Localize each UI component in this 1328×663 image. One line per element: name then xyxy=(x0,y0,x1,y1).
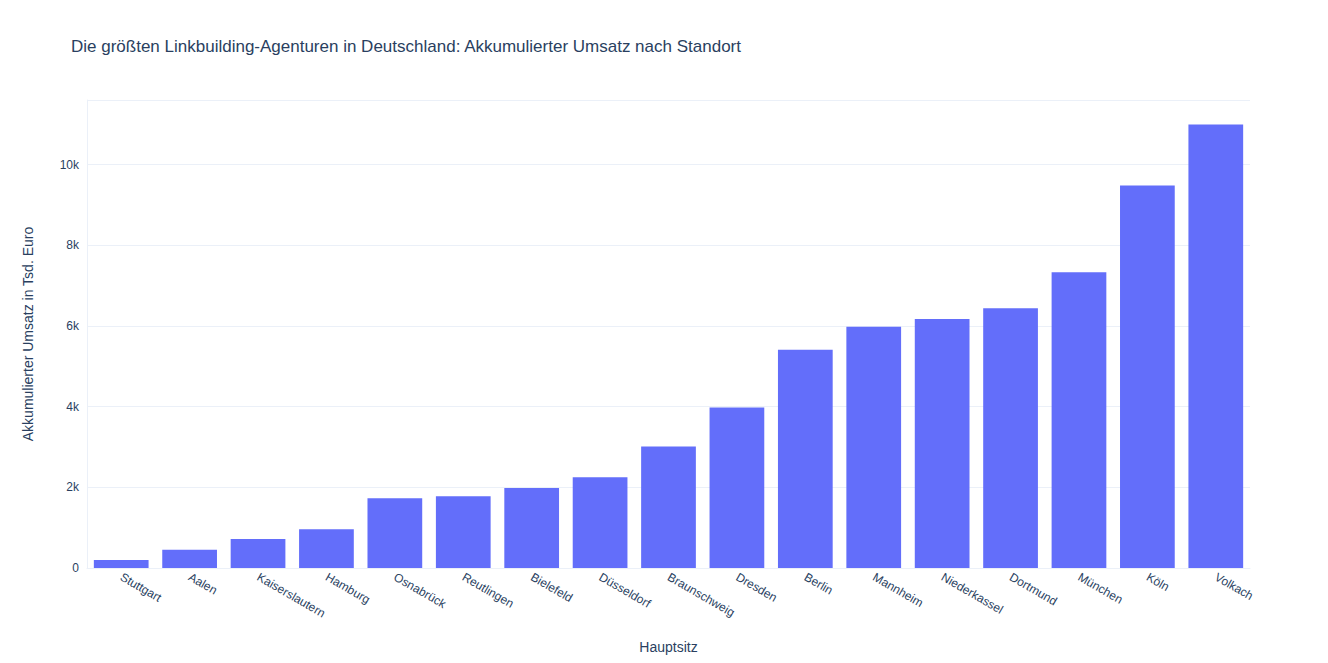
svg-text:München: München xyxy=(1075,570,1125,607)
svg-text:8k: 8k xyxy=(66,238,80,252)
svg-text:Volkach: Volkach xyxy=(1212,570,1255,603)
svg-text:Stuttgart: Stuttgart xyxy=(118,570,165,605)
svg-text:10k: 10k xyxy=(60,158,80,172)
svg-text:Akkumulierter Umsatz in Tsd. E: Akkumulierter Umsatz in Tsd. Euro xyxy=(20,227,36,442)
svg-text:0: 0 xyxy=(72,561,79,575)
svg-text:Berlin: Berlin xyxy=(802,570,836,597)
svg-text:Aalen: Aalen xyxy=(186,570,220,597)
svg-text:Die größten Linkbuilding-Agent: Die größten Linkbuilding-Agenturen in De… xyxy=(71,37,741,56)
svg-text:Bielefeld: Bielefeld xyxy=(528,570,575,605)
svg-text:Hauptsitz: Hauptsitz xyxy=(639,639,697,655)
svg-text:Dresden: Dresden xyxy=(733,570,779,605)
svg-text:Kaiserslautern: Kaiserslautern xyxy=(255,570,328,620)
svg-text:2k: 2k xyxy=(66,480,80,494)
svg-text:Düsseldorf: Düsseldorf xyxy=(597,570,654,611)
svg-text:6k: 6k xyxy=(66,319,80,333)
svg-text:Reutlingen: Reutlingen xyxy=(460,570,517,611)
svg-text:Mannheim: Mannheim xyxy=(870,570,925,610)
svg-text:Hamburg: Hamburg xyxy=(323,570,373,607)
svg-text:Köln: Köln xyxy=(1144,570,1172,594)
svg-text:Osnabrück: Osnabrück xyxy=(391,570,449,612)
svg-text:Braunschweig: Braunschweig xyxy=(665,570,737,620)
svg-text:Dortmund: Dortmund xyxy=(1007,570,1060,608)
svg-text:4k: 4k xyxy=(66,400,80,414)
svg-text:Niederkassel: Niederkassel xyxy=(939,570,1006,617)
